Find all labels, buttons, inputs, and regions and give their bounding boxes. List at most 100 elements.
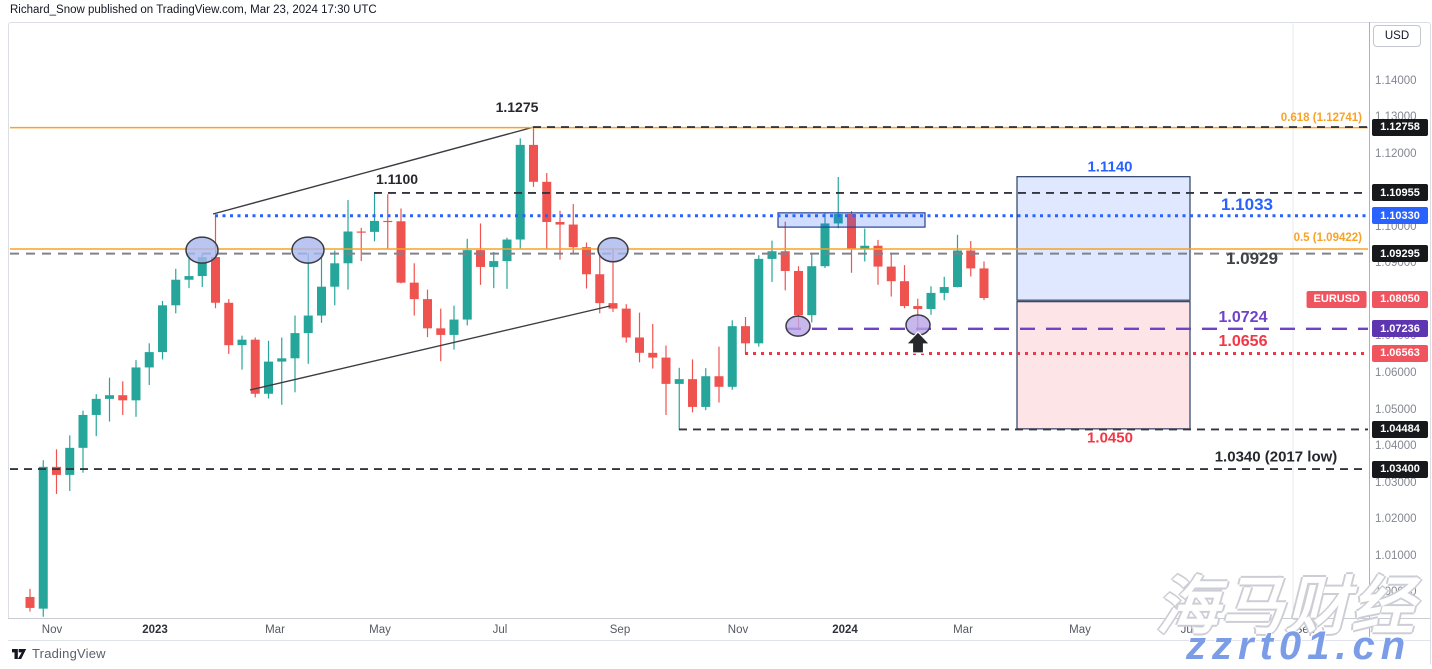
axis-price-badge: 1.09295 [1372, 245, 1428, 263]
candle-body [449, 319, 459, 335]
bearish-projection-zone [1016, 301, 1191, 430]
axis-price-badge: 1.06563 [1372, 344, 1428, 362]
tradingview-brand-text: TradingView [32, 646, 106, 661]
candle-body [873, 245, 883, 267]
time-axis-year-label: 2024 [832, 624, 858, 636]
candle-body [860, 245, 870, 250]
candle-body [767, 251, 777, 259]
axis-price-badge: 1.08050 [1372, 290, 1428, 308]
candle-body [197, 257, 207, 277]
candle-body [635, 337, 644, 353]
candle-body [939, 287, 949, 293]
candle-body [396, 221, 406, 283]
candle-body [383, 220, 393, 223]
axis-price-badge: 1.10330 [1372, 207, 1428, 225]
channel-trendline [212, 126, 535, 215]
candle-body [38, 466, 48, 609]
axis-price-badge: 1.03400 [1372, 460, 1428, 478]
publish-title: Richard_Snow published on TradingView.co… [10, 4, 377, 16]
candle-body [370, 220, 379, 232]
symbol-price-badge: EURUSD [1306, 290, 1367, 308]
axis-tick-label: 1.04000 [1375, 440, 1417, 453]
candle-body [966, 250, 976, 269]
tradingview-logo[interactable]: TradingView [12, 646, 106, 661]
time-axis-month-label: Mar [953, 624, 973, 636]
candle-body [105, 395, 114, 399]
candle-body [847, 213, 856, 250]
candle-body [555, 221, 565, 225]
attribution-bar: TradingView [8, 640, 1430, 666]
candle-body [330, 263, 340, 287]
highlight-ellipse [785, 315, 811, 337]
candle-body [648, 352, 658, 358]
candle-body [833, 213, 843, 224]
candle-body [820, 223, 830, 267]
candle-body [144, 352, 154, 368]
price-axis[interactable]: 1.140001.130001.120001.100001.090001.070… [1369, 22, 1432, 640]
publish-header: Richard_Snow published on TradingView.co… [10, 4, 377, 16]
candle-body [502, 239, 512, 262]
candle-body [886, 266, 896, 282]
tradingview-mark-icon [12, 648, 27, 659]
candle-body [489, 261, 499, 267]
candle-body [780, 251, 790, 271]
time-axis-month-label: May [1069, 624, 1091, 636]
candle-body [608, 303, 618, 309]
axis-tick-label: 1.00000 [1375, 586, 1417, 599]
channel-trendline [249, 305, 611, 391]
axis-tick-label: 1.06000 [1375, 367, 1417, 380]
candle-body [211, 257, 220, 303]
candle-body [913, 306, 923, 309]
candle-body [953, 250, 962, 288]
candle-body [926, 292, 936, 309]
candle-body [688, 379, 697, 407]
time-axis-month-label: Nov [727, 624, 749, 636]
candle-body [423, 299, 432, 329]
axis-price-badge: 1.12758 [1372, 118, 1428, 136]
candle-body [741, 326, 750, 344]
candle-body [661, 357, 671, 384]
candle-body [979, 268, 989, 299]
candle-body [807, 266, 817, 316]
candle-body [754, 258, 764, 344]
highlight-ellipse [291, 236, 325, 264]
highlight-ellipse [597, 237, 629, 263]
currency-button[interactable]: USD [1373, 25, 1421, 47]
candle-body [794, 270, 803, 316]
time-axis[interactable]: Nov 2023 Mar May Jul Sep Nov 2024 Mar May Jul Sep [8, 618, 1430, 641]
candle-body [52, 466, 61, 475]
candle-body [78, 414, 88, 448]
candle-body [727, 326, 737, 387]
time-axis-month-label: Sep [1294, 624, 1316, 636]
candle-body [462, 250, 472, 320]
time-axis-year-label: 2023 [142, 624, 168, 636]
candle-body [621, 308, 631, 338]
up-arrow-icon [905, 331, 931, 354]
candle-body [131, 367, 141, 401]
candle-body [674, 379, 684, 384]
time-axis-month-label: Nov [41, 624, 63, 636]
candle-body [568, 224, 578, 248]
candle-body [714, 376, 724, 387]
candle-body [595, 274, 605, 304]
candle-body [25, 596, 35, 608]
axis-price-badge: 1.04484 [1372, 420, 1428, 438]
candle-body [65, 447, 75, 475]
candle-body [356, 231, 366, 233]
candle-body [900, 281, 909, 307]
candle-body [158, 305, 167, 353]
candle-body [184, 276, 194, 280]
candle-body [317, 286, 326, 316]
candle-body [237, 339, 247, 346]
time-axis-month-label: May [369, 624, 391, 636]
candle-body [277, 358, 287, 362]
time-axis-month-label: Sep [609, 624, 631, 636]
candle-body [224, 302, 234, 346]
candle-body [701, 376, 711, 407]
axis-price-badge: 1.10955 [1372, 184, 1428, 202]
resistance-box [777, 212, 926, 228]
axis-tick-label: 1.14000 [1375, 74, 1417, 87]
candle-body [250, 339, 260, 394]
axis-tick-label: 1.01000 [1375, 549, 1417, 562]
